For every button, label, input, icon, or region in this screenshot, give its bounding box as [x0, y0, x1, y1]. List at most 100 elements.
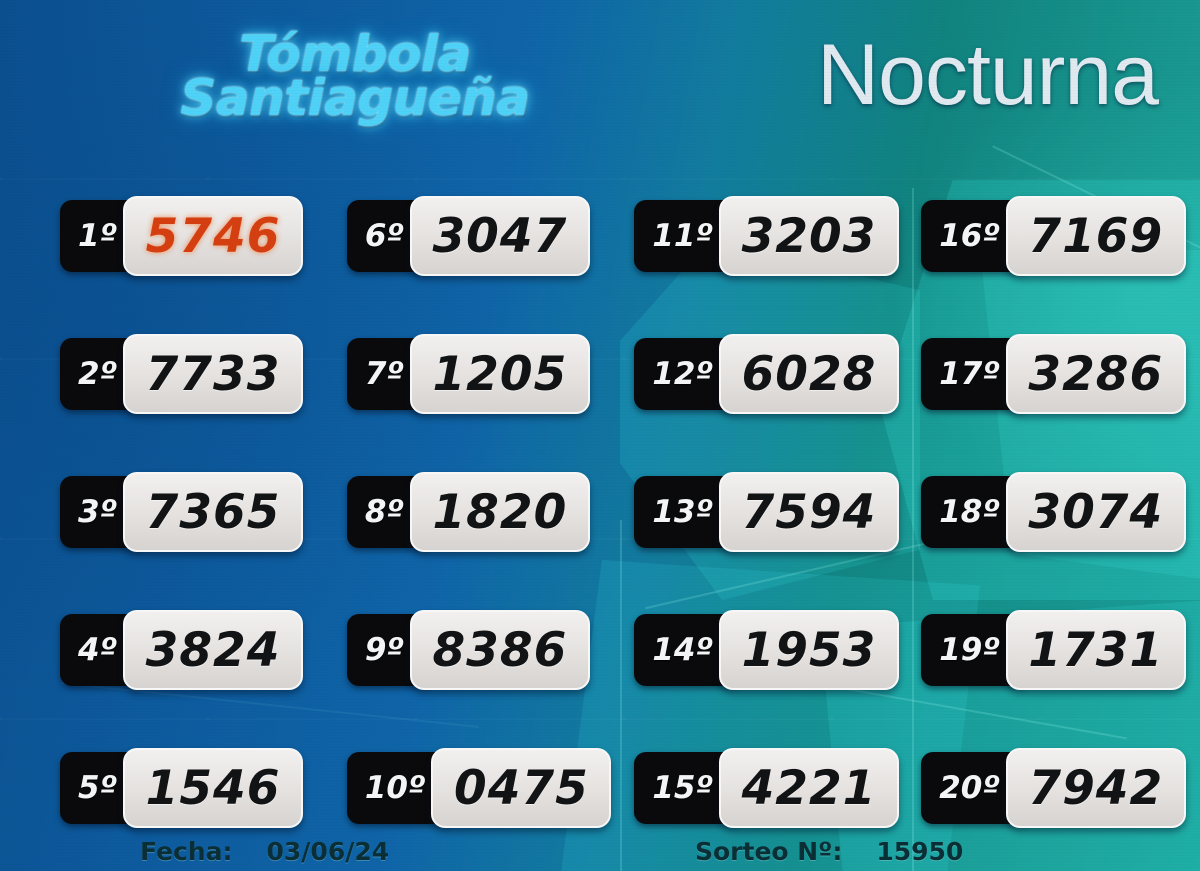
winning-number: 5746: [145, 208, 281, 264]
winning-number: 7733: [145, 346, 281, 402]
number-box: 3047: [409, 196, 590, 276]
number-box: 6028: [718, 334, 899, 414]
position-label: 6º: [364, 218, 404, 254]
position-label: 2º: [78, 356, 118, 392]
result-cell-19: 19º 1731: [913, 604, 1200, 696]
background-edge-1: [912, 188, 914, 871]
winning-number: 6028: [741, 346, 877, 402]
position-label: 13º: [652, 494, 713, 530]
position-label: 20º: [939, 770, 1000, 806]
number-box: 3824: [123, 610, 304, 690]
result-cell-17: 17º 3286: [913, 328, 1200, 420]
winning-number: 3203: [741, 208, 877, 264]
result-cell-12: 12º 6028: [616, 328, 913, 420]
position-label: 17º: [939, 356, 1000, 392]
number-box: 7169: [1005, 196, 1186, 276]
result-cell-13: 13º 7594: [616, 466, 913, 558]
number-box: 7365: [123, 472, 304, 552]
result-cell-18: 18º 3074: [913, 466, 1200, 558]
number-box: 3074: [1005, 472, 1186, 552]
position-label: 10º: [364, 770, 426, 806]
winning-number: 0475: [454, 760, 589, 816]
winning-number: 3047: [432, 208, 568, 264]
number-box: 8386: [409, 610, 590, 690]
number-box: 1731: [1005, 610, 1186, 690]
logo-line-2: Santiagueña: [180, 69, 530, 127]
draw-name-title: Nocturna: [817, 27, 1159, 123]
results-row: 3º 7365 8º 1820 13º 7594: [0, 466, 1200, 558]
header: Tómbola Santiagueña Nocturna: [0, 0, 1200, 175]
position-label: 7º: [364, 356, 404, 392]
position-label: 15º: [652, 770, 713, 806]
number-box: 1546: [123, 748, 304, 828]
position-label: 16º: [939, 218, 1000, 254]
results-row: 4º 3824 9º 8386 14º 1953: [0, 604, 1200, 696]
result-cell-4: 4º 3824: [0, 604, 339, 696]
result-cell-2: 2º 7733: [0, 328, 339, 420]
result-cell-8: 8º 1820: [339, 466, 617, 558]
date-label: Fecha:: [140, 836, 233, 866]
brand-logo: Tómbola Santiagueña: [145, 25, 565, 127]
result-cell-14: 14º 1953: [616, 604, 913, 696]
result-cell-3: 3º 7365: [0, 466, 339, 558]
winning-number: 3824: [145, 622, 281, 678]
winning-number: 1546: [145, 760, 281, 816]
position-label: 19º: [939, 632, 1000, 668]
result-cell-9: 9º 8386: [339, 604, 617, 696]
number-box: 1953: [718, 610, 899, 690]
winning-number: 1205: [432, 346, 568, 402]
position-label: 5º: [78, 770, 118, 806]
result-cell-5: 5º 1546: [0, 742, 339, 834]
number-box: 3286: [1005, 334, 1186, 414]
winning-number: 7942: [1028, 760, 1164, 816]
result-cell-7: 7º 1205: [339, 328, 617, 420]
winning-number: 3286: [1028, 346, 1164, 402]
position-label: 9º: [364, 632, 404, 668]
winning-number: 4221: [741, 760, 877, 816]
footer: Fecha: 03/06/24 Sorteo Nº: 15950: [0, 831, 1200, 871]
number-box: 3203: [718, 196, 899, 276]
result-cell-11: 11º 3203: [616, 190, 913, 282]
position-label: 8º: [364, 494, 404, 530]
position-label: 4º: [78, 632, 118, 668]
result-cell-1: 1º 5746: [0, 190, 339, 282]
position-label: 18º: [939, 494, 1000, 530]
results-grid: 1º 5746 6º 3047 11º 3203: [0, 190, 1200, 840]
results-row: 2º 7733 7º 1205 12º 6028: [0, 328, 1200, 420]
number-box: 0475: [431, 748, 612, 828]
draw-number-label: Sorteo Nº:: [695, 836, 843, 866]
number-box: 4221: [718, 748, 899, 828]
number-box: 7942: [1005, 748, 1186, 828]
position-label: 11º: [652, 218, 713, 254]
number-box: 1205: [409, 334, 590, 414]
position-label: 12º: [652, 356, 713, 392]
result-cell-15: 15º 4221: [616, 742, 913, 834]
result-cell-6: 6º 3047: [339, 190, 617, 282]
position-label: 1º: [78, 218, 118, 254]
position-label: 14º: [652, 632, 713, 668]
winning-number: 1820: [432, 484, 568, 540]
result-cell-20: 20º 7942: [913, 742, 1200, 834]
result-cell-16: 16º 7169: [913, 190, 1200, 282]
date-group: Fecha: 03/06/24: [140, 837, 389, 866]
winning-number: 8386: [432, 622, 568, 678]
date-value: 03/06/24: [266, 836, 390, 866]
number-box: 1820: [409, 472, 590, 552]
results-row: 5º 1546 10º 0475 15º 4221: [0, 742, 1200, 834]
winning-number: 3074: [1028, 484, 1164, 540]
winning-number: 1953: [741, 622, 877, 678]
winning-number: 1731: [1028, 622, 1164, 678]
background-edge-2: [620, 520, 622, 871]
position-label: 3º: [78, 494, 118, 530]
number-box: 5746: [123, 196, 304, 276]
winning-number: 7169: [1028, 208, 1164, 264]
winning-number: 7365: [145, 484, 281, 540]
winning-number: 7594: [741, 484, 877, 540]
number-box: 7594: [718, 472, 899, 552]
logo-line-1: Tómbola: [239, 25, 471, 83]
draw-number-value: 15950: [876, 836, 964, 866]
draw-number-group: Sorteo Nº: 15950: [695, 837, 963, 866]
number-box: 7733: [123, 334, 304, 414]
